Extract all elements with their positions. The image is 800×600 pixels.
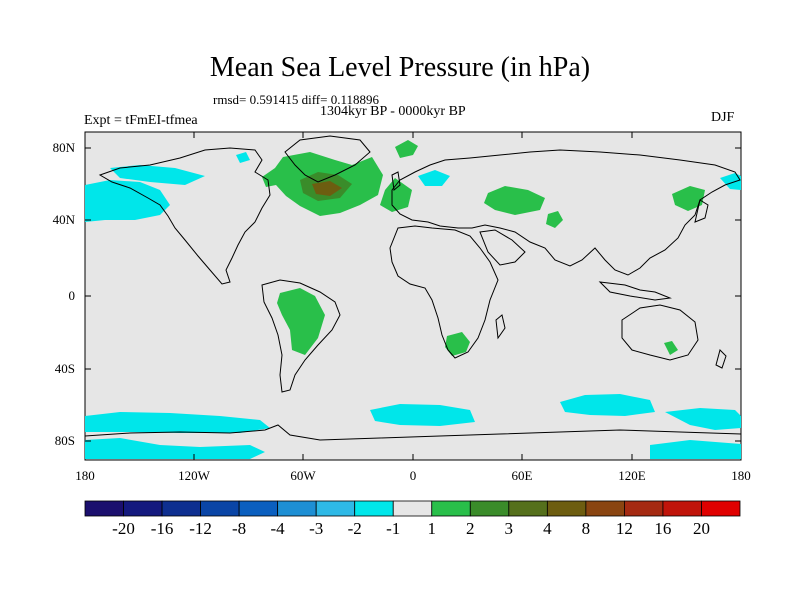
coast-indonesia (598, 281, 672, 301)
south-america-anomaly (277, 288, 325, 355)
colorbar-swatch (238, 500, 279, 517)
europe-anomaly (380, 178, 412, 212)
east-siberia-anomaly (720, 173, 741, 190)
coast-south-america (261, 279, 341, 393)
coast-antarctica (84, 424, 742, 441)
colorbar-swatch (546, 500, 587, 517)
y-tick-label: 80S (54, 433, 75, 448)
coast-new-zealand (715, 349, 727, 369)
coast-arabia (479, 229, 526, 266)
colorbar-label: 4 (543, 519, 552, 538)
axis-ticks (85, 132, 741, 460)
x-tick-label: 180 (75, 468, 95, 483)
colorbar-label: -8 (232, 519, 247, 538)
colorbar-label: 12 (615, 519, 633, 538)
colorbar-label: -12 (189, 519, 212, 538)
colorbar-swatch (123, 500, 163, 517)
antarctic-east-anomaly (650, 440, 741, 459)
colorbar-swatch (315, 500, 356, 517)
colorbar-label: -4 (270, 519, 285, 538)
greenland-sea-anomaly (395, 140, 418, 158)
colorbar-label: 16 (654, 519, 672, 538)
x-tick-label: 0 (409, 468, 417, 483)
x-tick-label: 120W (178, 468, 210, 483)
colorbar-swatch (701, 500, 741, 517)
y-tick-label: 40N (52, 212, 75, 227)
y-tick-label: 40S (54, 361, 75, 376)
baffin-anomaly (236, 152, 250, 163)
colorbar-label: 8 (581, 519, 591, 538)
coast-australia (621, 304, 699, 361)
colorbar-swatch (277, 500, 317, 517)
colorbar-swatch (585, 500, 625, 517)
colorbar-label: -20 (112, 519, 135, 538)
arctic-pacific-anomaly (110, 165, 205, 185)
coast-japan (694, 199, 709, 223)
colorbar-label: -2 (347, 519, 362, 538)
southern-ocean-east (665, 408, 741, 430)
colorbar-swatch (662, 500, 702, 517)
arabia-anomaly (546, 211, 563, 228)
colorbar-swatch (431, 500, 471, 517)
colorbar-swatch (200, 500, 240, 517)
x-tick-label: 180 (731, 468, 751, 483)
coast-uk (391, 171, 401, 191)
coast-europe-asia (391, 149, 741, 276)
colorbar-swatch (354, 500, 394, 517)
x-tick-label: 120E (618, 468, 646, 483)
x-tick-label: 60W (290, 468, 316, 483)
colorbar-label: -3 (309, 519, 324, 538)
north-pacific-anomaly (85, 180, 170, 222)
southern-ocean-atlantic (370, 404, 475, 426)
negative-anomaly-regions (85, 152, 741, 459)
coast-africa (389, 225, 499, 359)
colorbar-swatch (469, 500, 510, 517)
east-asia-anomaly (672, 186, 705, 211)
experiment-text: Expt = tFmEI-tfmea (84, 113, 198, 128)
x-tick-label: 60E (511, 468, 533, 483)
colorbar-swatch (392, 500, 433, 517)
southern-ocean-west (85, 412, 270, 433)
australia-anomaly (664, 341, 678, 355)
colorbar-label: -1 (386, 519, 401, 538)
stats-text: rmsd= 0.591415 diff= 0.118896 (213, 92, 379, 107)
y-tick-label: 0 (68, 288, 76, 303)
colorbar-swatch (624, 500, 664, 517)
positive-anomaly-regions (262, 140, 705, 356)
colorbar-swatch (161, 500, 201, 517)
season-label: DJF (711, 110, 735, 125)
colorbar-swatch (508, 500, 548, 517)
period-text: 1304kyr BP - 0000kyr BP (320, 104, 466, 119)
central-asia-anomaly (484, 186, 545, 215)
colorbar-label: 3 (504, 519, 514, 538)
scandinavia-anomaly (418, 170, 450, 186)
north-atlantic-peak (312, 181, 342, 196)
colorbar-swatch (84, 500, 124, 517)
south-africa-anomaly (445, 332, 470, 356)
chart-title: Mean Sea Level Pressure (in hPa) (209, 52, 591, 83)
colorbar-label: -16 (150, 519, 174, 538)
colorbar-label: 1 (427, 519, 437, 538)
southern-ocean-indian (560, 394, 655, 416)
colorbar-label: 20 (693, 519, 710, 538)
coast-madagascar (495, 314, 506, 340)
colorbar (84, 500, 741, 517)
y-tick-label: 80N (52, 140, 75, 155)
colorbar-label: 2 (466, 519, 475, 538)
coastlines (84, 135, 742, 441)
southern-ocean-west-low (85, 438, 265, 459)
coast-greenland (284, 135, 371, 183)
coast-north-america (98, 147, 271, 285)
